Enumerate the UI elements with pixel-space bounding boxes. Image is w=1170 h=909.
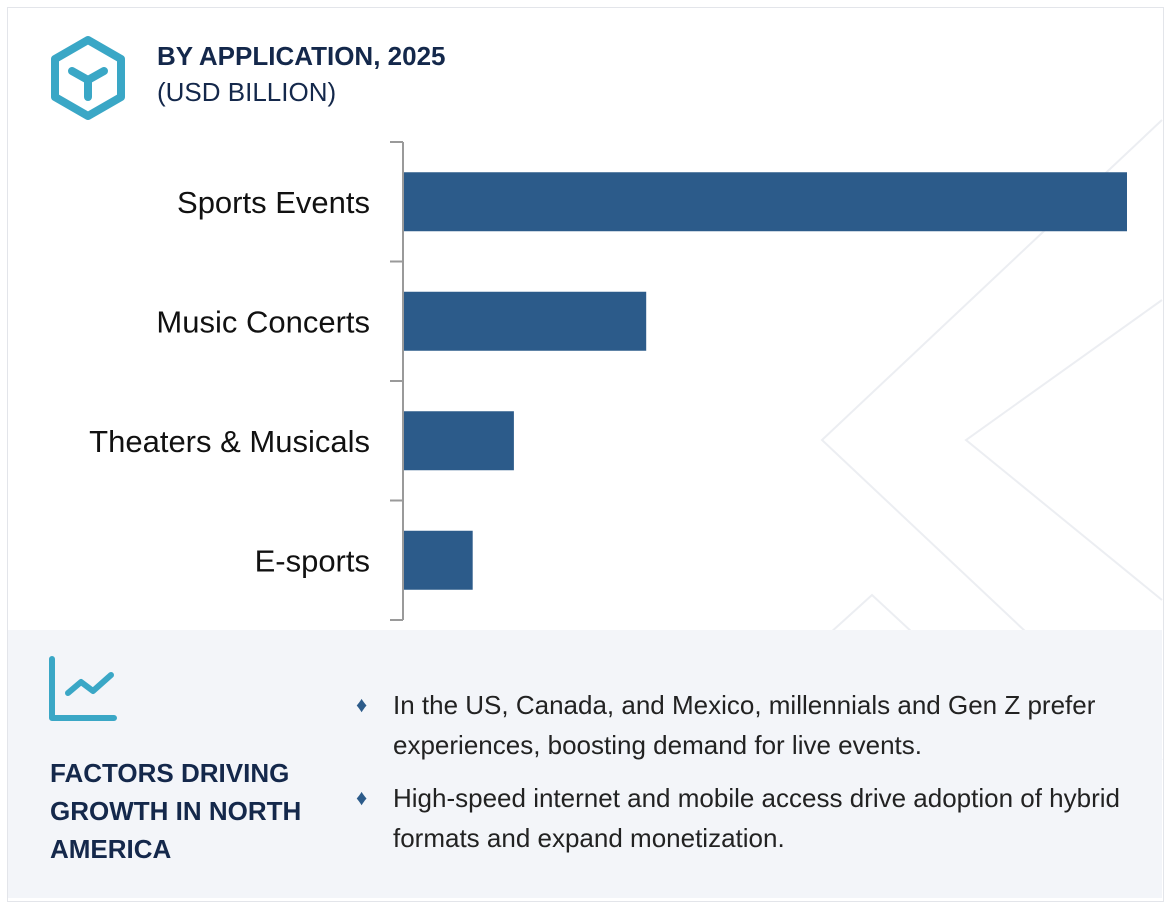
category-label: Sports Events	[177, 185, 370, 220]
hexagon-y-icon	[51, 36, 125, 120]
bar	[404, 291, 647, 351]
factor-text: High-speed internet and mobile access dr…	[393, 783, 1120, 853]
bar	[404, 530, 473, 590]
factors-list: ♦ In the US, Canada, and Mexico, millenni…	[356, 685, 1136, 871]
chart-title: BY APPLICATION, 2025	[157, 41, 446, 71]
factor-item: ♦ In the US, Canada, and Mexico, millenni…	[356, 685, 1136, 765]
chart-subtitle: (USD BILLION)	[157, 77, 337, 107]
diamond-bullet-icon: ♦	[356, 785, 368, 810]
diamond-bullet-icon: ♦	[356, 692, 368, 717]
factors-title: FACTORS DRIVING GROWTH IN NORTH AMERICA	[50, 758, 302, 864]
category-label: Music Concerts	[156, 304, 370, 339]
category-label: Theaters & Musicals	[89, 424, 370, 459]
factors-panel	[8, 630, 1162, 898]
bar-chart: Sports Events Music Concerts Theaters & Mu…	[89, 141, 1127, 621]
line-chart-icon	[49, 656, 117, 721]
factor-item: ♦ High-speed internet and mobile access d…	[356, 778, 1136, 858]
bar	[404, 411, 514, 471]
category-label: E-sports	[255, 543, 370, 578]
factor-text: In the US, Canada, and Mexico, millennia…	[393, 690, 1096, 760]
bar	[404, 172, 1127, 232]
